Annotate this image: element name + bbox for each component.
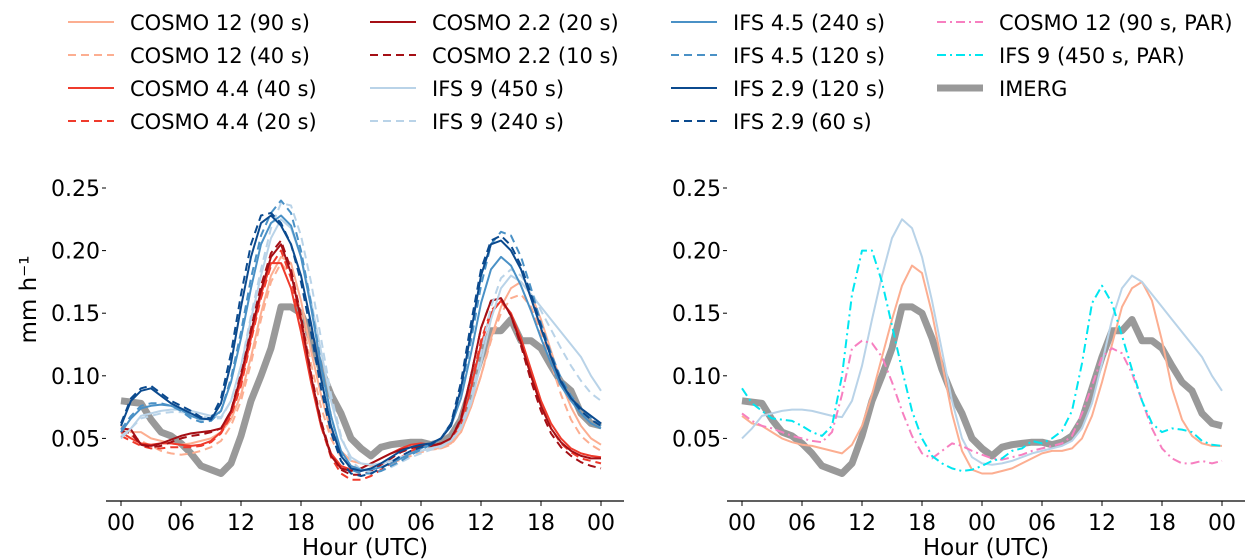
legend-item-ifs-9-240-s: IFS 9 (240 s) (370, 110, 564, 134)
series-line-ifs-9-450-s-par (741, 249, 1223, 472)
legend-item-cosmo-12-40-s: COSMO 12 (40 s) (68, 44, 310, 68)
legend-label: COSMO 4.4 (20 s) (130, 110, 317, 134)
series-line-ifs-2-9-120-s (120, 214, 602, 472)
x-tick-label: 12 (467, 511, 495, 536)
y-tick-label: 0.10 (672, 365, 721, 390)
legend-item-cosmo-12-90-s: COSMO 12 (90 s) (68, 11, 310, 35)
legend-label: IFS 4.5 (240 s) (733, 11, 885, 35)
series-line-cosmo-2-2-20-s (120, 243, 601, 472)
x-tick-label: 00 (968, 511, 996, 536)
x-axis-label: Hour (UTC) (302, 535, 428, 559)
x-tick-label: 06 (1028, 511, 1056, 536)
y-axis-label: mm h⁻¹ (16, 255, 42, 343)
legend-item-cosmo-4-4-20-s: COSMO 4.4 (20 s) (68, 110, 317, 134)
legend-label: COSMO 2.2 (20 s) (432, 11, 619, 35)
legend-item-cosmo-2-2-10-s: COSMO 2.2 (10 s) (370, 44, 619, 68)
x-tick-label: 00 (587, 511, 615, 536)
y-tick-label: 0.25 (51, 177, 100, 202)
x-tick-label: 06 (407, 511, 435, 536)
series-line-cosmo-12-90-s-par (741, 339, 1223, 465)
y-tick-label: 0.15 (672, 302, 721, 327)
legend-item-cosmo-2-2-20-s: COSMO 2.2 (20 s) (370, 11, 619, 35)
series-line-imerg (120, 303, 602, 477)
y-tick-label: 0.20 (51, 240, 100, 265)
x-tick-label: 18 (527, 511, 555, 536)
legend-label: IFS 9 (450 s, PAR) (999, 44, 1185, 68)
legend-item-ifs-2-9-60-s: IFS 2.9 (60 s) (671, 110, 872, 134)
series-line-ifs-9-450-s (741, 218, 1223, 466)
y-tick-label: 0.15 (51, 302, 100, 327)
x-tick-label: 12 (1088, 511, 1116, 536)
y-tick-label: 0.10 (51, 365, 100, 390)
legend-label: COSMO 4.4 (40 s) (130, 77, 317, 101)
x-tick-label: 06 (167, 511, 195, 536)
x-tick-label: 18 (908, 511, 936, 536)
series-line-ifs-9-240-s (120, 202, 602, 474)
legend-label: COSMO 12 (90 s) (130, 11, 310, 35)
series-line-cosmo-2-2-10-s (120, 239, 602, 476)
x-tick-label: 06 (788, 511, 816, 536)
y-tick-label: 0.05 (672, 427, 721, 452)
legend: COSMO 12 (90 s) COSMO 12 (40 s) COSMO 4.4 … (68, 11, 1233, 134)
legend-item-cosmo-12-90-s-par: COSMO 12 (90 s, PAR) (937, 11, 1233, 35)
series-line-ifs-2-9-60-s (120, 212, 602, 477)
x-tick-label: 00 (728, 511, 756, 536)
legend-label: COSMO 12 (90 s, PAR) (999, 11, 1233, 35)
legend-item-cosmo-4-4-40-s: COSMO 4.4 (40 s) (68, 77, 317, 101)
series-line-ifs-4-5-240-s (120, 214, 602, 471)
x-axis-label: Hour (UTC) (923, 535, 1049, 559)
y-tick-label: 0.20 (672, 240, 721, 265)
legend-label: IFS 4.5 (120 s) (733, 44, 885, 68)
x-tick-label: 00 (1208, 511, 1236, 536)
x-tick-label: 12 (227, 511, 255, 536)
legend-label: IFS 2.9 (60 s) (733, 110, 872, 134)
legend-item-imerg: IMERG (937, 77, 1067, 101)
series-line-imerg (741, 303, 1223, 477)
x-tick-label: 12 (848, 511, 876, 536)
series-group (741, 218, 1223, 477)
legend-label: IFS 9 (240 s) (432, 110, 564, 134)
legend-label: IMERG (999, 77, 1067, 101)
legend-item-ifs-4-5-120-s: IFS 4.5 (120 s) (671, 44, 885, 68)
x-tick-label: 00 (347, 511, 375, 536)
legend-item-ifs-9-450-s-par: IFS 9 (450 s, PAR) (937, 44, 1185, 68)
series-line-cosmo-12-90-s (741, 264, 1222, 475)
legend-label: COSMO 12 (40 s) (130, 44, 310, 68)
series-line-ifs-9-450-s (120, 218, 602, 466)
y-tick-label: 0.05 (51, 427, 100, 452)
x-tick-label: 00 (107, 511, 135, 536)
legend-item-ifs-9-450-s: IFS 9 (450 s) (370, 77, 564, 101)
legend-label: IFS 2.9 (120 s) (733, 77, 885, 101)
series-line-ifs-4-5-120-s (120, 199, 602, 475)
x-tick-label: 18 (287, 511, 315, 536)
x-tick-label: 18 (1148, 511, 1176, 536)
legend-item-ifs-2-9-120-s: IFS 2.9 (120 s) (671, 77, 885, 101)
legend-item-ifs-4-5-240-s: IFS 4.5 (240 s) (671, 11, 885, 35)
legend-label: COSMO 2.2 (10 s) (432, 44, 619, 68)
y-tick-label: 0.25 (672, 177, 721, 202)
series-group (120, 199, 602, 481)
legend-label: IFS 9 (450 s) (432, 77, 564, 101)
